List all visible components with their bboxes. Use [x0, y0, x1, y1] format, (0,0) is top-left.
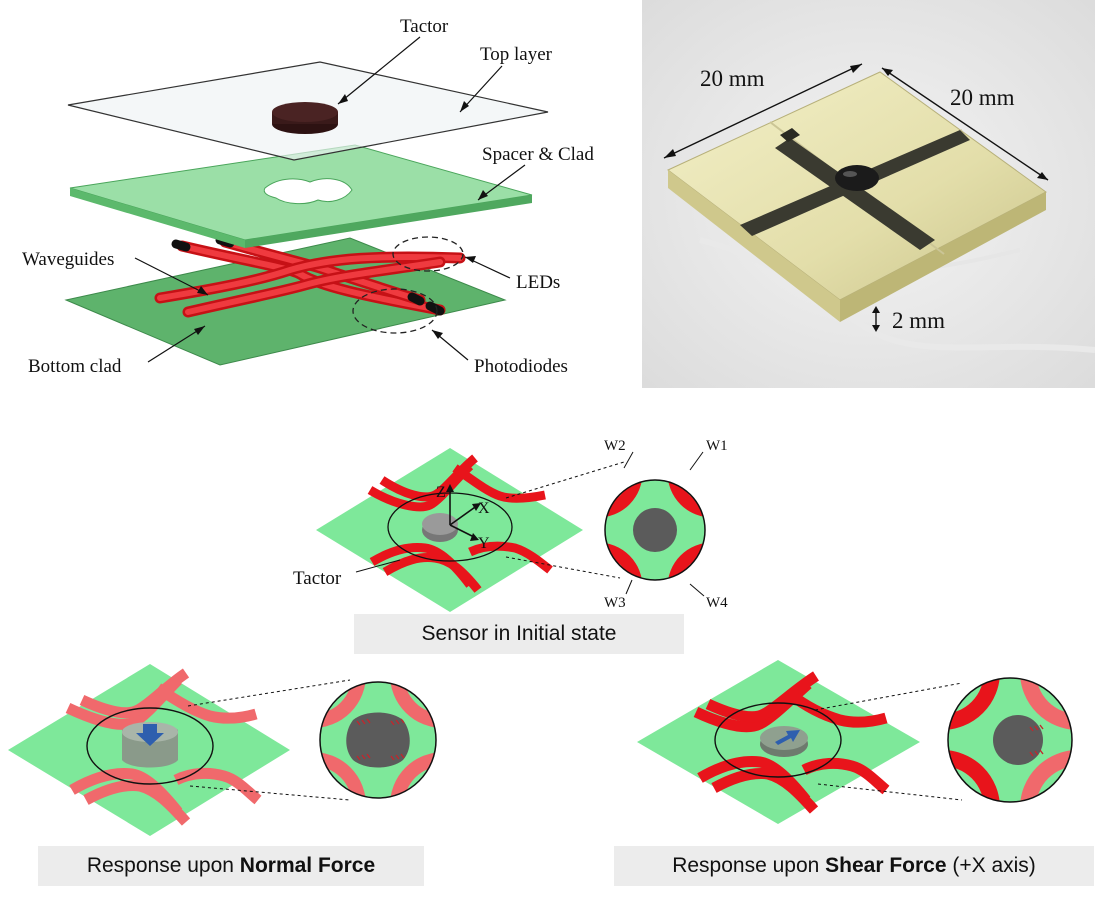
label-tactor: Tactor	[400, 16, 449, 37]
label-bottom-clad: Bottom clad	[28, 356, 122, 377]
label-w1: W1	[706, 438, 728, 454]
shear-force-arrow	[775, 730, 800, 745]
label-w3: W3	[604, 595, 626, 611]
normal-zoom-lens	[319, 681, 437, 799]
led-highlight	[392, 236, 464, 272]
dim-width: 20 mm	[700, 66, 765, 91]
label-top-layer: Top layer	[480, 44, 553, 65]
caption-normal-bold: Normal Force	[239, 854, 376, 877]
caption-shear-bold: Shear Force	[825, 854, 947, 877]
initial-waveguides	[367, 454, 553, 593]
axis-z-label: Z	[436, 484, 446, 501]
normal-force-diagram	[8, 664, 437, 836]
dim-length: 20 mm	[950, 85, 1015, 110]
caption-initial-state: Sensor in Initial state	[354, 614, 684, 654]
dim-height: 2 mm	[892, 308, 945, 333]
photodiode-highlight	[352, 288, 438, 334]
photo-tactor	[835, 165, 879, 191]
shear-zoom-ellipse	[714, 702, 842, 778]
caption-normal-prefix: Response upon	[86, 854, 240, 877]
shear-force-diagram	[637, 660, 1073, 824]
exploded-view: Tactor Top layer Spacer & Clad Waveguide…	[22, 16, 594, 377]
axes	[449, 488, 479, 539]
label-w4: W4	[706, 595, 728, 611]
initial-state-diagram: Z X Y Tactor W2 W1 W3 W4	[293, 438, 728, 612]
sensor-photo: 20 mm 20 mm 2 mm	[642, 0, 1095, 388]
tactor-disk	[272, 102, 338, 134]
label-waveguides: Waveguides	[22, 249, 114, 270]
normal-waveguides	[65, 668, 262, 826]
label-spacer-clad: Spacer & Clad	[482, 144, 594, 165]
initial-zoom-lens	[604, 479, 706, 581]
caption-initial-text: Sensor in Initial state	[421, 622, 617, 645]
axis-x-label: X	[478, 500, 490, 517]
normal-zoom-ellipse	[86, 707, 214, 785]
normal-force-arrow	[136, 724, 164, 746]
shear-waveguides	[693, 671, 890, 814]
caption-normal-force: Response upon Normal Force	[38, 846, 424, 886]
label-leds: LEDs	[516, 272, 560, 293]
spacer-opening	[263, 178, 353, 205]
shear-zoom-lens	[947, 677, 1073, 803]
initial-tactor-label: Tactor	[293, 568, 342, 589]
label-w2: W2	[604, 438, 626, 454]
caption-shear-prefix: Response upon	[672, 854, 826, 877]
label-photodiodes: Photodiodes	[474, 356, 568, 377]
axis-y-label: Y	[478, 535, 490, 552]
caption-shear-force: Response upon Shear Force (+X axis)	[614, 846, 1094, 886]
caption-shear-suffix: (+X axis)	[946, 854, 1036, 877]
waveguide-callouts	[623, 451, 705, 597]
